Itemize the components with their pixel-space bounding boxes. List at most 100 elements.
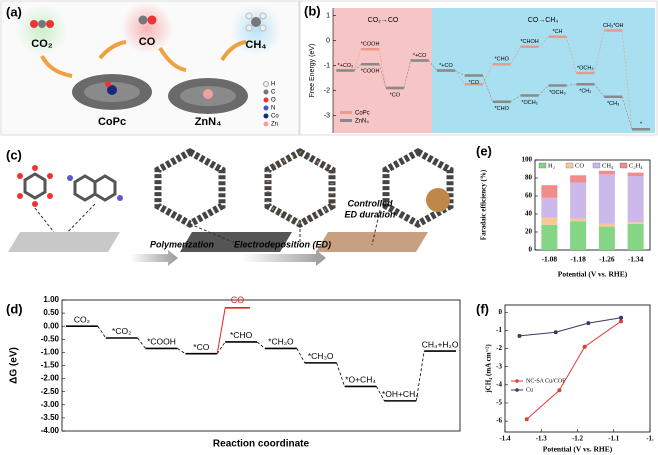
legend-label: H (271, 82, 275, 88)
branch-label: CO (231, 295, 245, 305)
step-label: Polymerization (150, 239, 215, 249)
connector (454, 70, 466, 85)
level-label: *CH₂ (579, 89, 591, 95)
point (619, 319, 623, 324)
connector (510, 95, 521, 103)
y-tick-label: 40 (525, 210, 533, 218)
panel-a: (a) CO₂ CO CH₄ CoPc ZnN₄ H C O N Co Zn (0, 0, 300, 136)
region-background (432, 8, 655, 133)
ch4-molecule (245, 12, 267, 32)
connector (538, 85, 549, 96)
x-tick-label: -1.3 (536, 435, 548, 443)
substrate (180, 232, 292, 252)
connector (354, 64, 362, 71)
connector (354, 49, 362, 71)
bar-segment (598, 174, 615, 224)
y-tick-label: -3.00 (41, 400, 60, 409)
level-label: *COOH (361, 42, 380, 48)
x-tick-label: -1.2 (572, 435, 584, 443)
legend-label: CO (575, 162, 584, 169)
region-title: CO₂→CO (368, 17, 399, 24)
y-tick-label: -4 (496, 380, 502, 388)
legend-label: C (271, 90, 276, 96)
legend-label: C₂H₄ (629, 162, 643, 169)
connector (538, 36, 549, 47)
legend-label: Zn (271, 122, 278, 128)
cu-cluster (426, 188, 450, 212)
bar-segment (627, 223, 644, 250)
legend-label: CH₄ (602, 162, 614, 169)
x-tick-label: -1.26 (599, 255, 615, 264)
x-tick-label: -1.08 (542, 255, 558, 264)
point (524, 417, 529, 422)
level-label: *CHOH (520, 39, 538, 45)
level-label: *CH₃O (308, 351, 334, 361)
substrate (316, 232, 428, 252)
panel-c: (c) Polymerization Electrodeposition (ED… (6, 147, 454, 266)
legend-swatch (592, 162, 601, 169)
panel-letter: (e) (476, 143, 492, 158)
series-line (519, 317, 622, 337)
connector (137, 337, 146, 349)
catalyst-label: CoPc (98, 116, 126, 128)
step-label: Electrodeposition (ED) (234, 239, 331, 249)
glow (121, 2, 173, 54)
x-tick-label: -1.34 (628, 255, 644, 264)
legend-marker (515, 388, 519, 392)
znn4-structure (168, 78, 248, 114)
level-label: CO₂ (74, 314, 90, 324)
legend-label: ZnN₄ (355, 119, 369, 125)
series-line (526, 320, 622, 420)
panel-letter: (d) (6, 301, 23, 316)
legend-swatch (340, 119, 352, 122)
y-tick-label: -1.00 (41, 348, 60, 357)
point (586, 321, 591, 326)
y-tick-label: 60 (525, 192, 533, 200)
point (582, 344, 587, 349)
bar-segment (541, 185, 558, 198)
level-label: *COOH (147, 337, 176, 347)
y-tick-label: 20 (525, 228, 533, 236)
connector (378, 64, 387, 89)
bar-segment (570, 218, 587, 222)
legend-swatch (538, 162, 547, 169)
molecule-label: CO (139, 36, 156, 48)
legend-label: CoPc (355, 111, 370, 117)
arrow (130, 250, 178, 266)
connector (378, 49, 387, 89)
substrate (8, 232, 120, 252)
level-label: *O+CH₄ (345, 375, 376, 385)
bar-segment (541, 217, 558, 225)
y-tick-label: 0 (326, 37, 330, 44)
y-tick-label: 0 (499, 308, 503, 316)
legend-label: NC-SA Cu/COF (526, 378, 566, 384)
x-tick-label: -1.4 (499, 435, 511, 443)
level-label: *+CO₂ (338, 63, 354, 69)
atom-legend: H C O N Co Zn (263, 81, 279, 128)
y-tick-label: -4.00 (41, 426, 60, 435)
y-axis-title: ΔG (eV) (9, 347, 20, 384)
arrow (220, 40, 247, 62)
region-title: CO→CH₄ (528, 17, 559, 24)
cof-frame (382, 147, 454, 229)
plot-frame (504, 304, 651, 433)
legend-label: H₂ (548, 162, 555, 169)
connector (256, 341, 266, 349)
legend-swatch (340, 111, 352, 114)
point (517, 333, 522, 338)
y-tick-label: -2.50 (41, 387, 60, 396)
plot-frame (61, 299, 461, 432)
bar-segment (541, 197, 558, 218)
connector (177, 348, 186, 355)
bar-segment (570, 221, 587, 250)
connector (296, 348, 306, 364)
connector (482, 75, 493, 102)
y-tick-label: -2.00 (41, 374, 60, 383)
level-label: CH₄+H₂O (422, 339, 459, 349)
y-tick-label: 1 (326, 12, 330, 19)
x-tick-label: -1. (646, 435, 654, 443)
y-tick-label: 0.00 (43, 321, 59, 330)
y-tick-label: 100 (522, 156, 533, 164)
y-tick-label: 0 (529, 246, 533, 254)
connector (336, 362, 345, 387)
